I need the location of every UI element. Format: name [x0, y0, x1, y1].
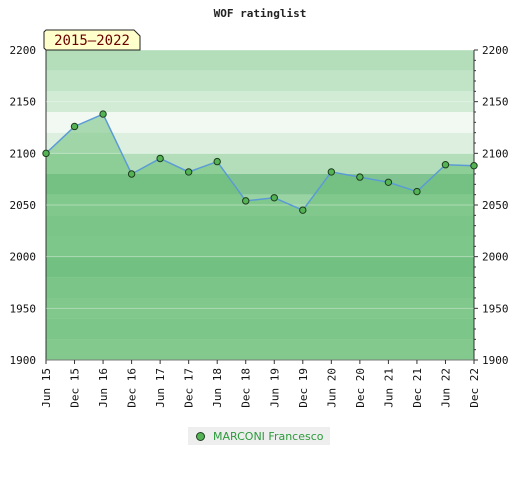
y-tick-label-left: 2150: [10, 96, 37, 109]
y-tick-label-left: 1900: [10, 354, 37, 367]
data-point: [327, 168, 336, 176]
x-tick-label: Jun 18: [211, 368, 224, 408]
background-band: [46, 91, 474, 112]
legend-marker-icon: [196, 431, 205, 441]
x-axis-labels: Jun 15 Dec 15 Jun 16 Dec 16 Jun 17 Dec 17 Jun …: [40, 360, 481, 408]
x-tick-label: Dec 21: [411, 368, 424, 408]
x-tick-label: Dec 18: [240, 368, 253, 408]
data-point: [213, 157, 221, 166]
x-tick-label: Jun 15: [40, 368, 53, 408]
data-point: [42, 149, 50, 158]
period-badge-shape: [43, 29, 141, 51]
y-tick-label-left: 2000: [10, 251, 37, 264]
x-tick-label: Jun 19: [268, 368, 281, 408]
data-point: [384, 178, 393, 186]
y-tick-label-left: 2050: [10, 199, 37, 212]
data-point: [184, 168, 193, 176]
data-point: [242, 197, 250, 205]
y-tick-label-right: 1950: [482, 302, 509, 315]
data-point: [413, 187, 421, 196]
data-point: [270, 194, 278, 202]
x-tick-label: Dec 17: [183, 368, 196, 408]
legend: MARCONI Francesco: [188, 427, 330, 445]
y-tick-label-right: 2000: [482, 251, 509, 264]
x-tick-label: Dec 16: [126, 368, 139, 408]
series-area-fill: [46, 114, 474, 360]
series-points: [42, 110, 478, 214]
y-tick-label-right: 1900: [482, 354, 509, 367]
background-band: [46, 50, 474, 71]
x-tick-label: Jun 22: [439, 368, 452, 408]
x-tick-label: Jun 16: [97, 368, 110, 408]
y-tick-label-right: 2200: [482, 44, 509, 57]
chart-title: WOF ratinglist: [214, 7, 307, 20]
x-tick-label: Jun 17: [154, 368, 167, 408]
data-point: [356, 173, 364, 181]
data-point: [156, 154, 164, 163]
y-tick-label-right: 2050: [482, 199, 509, 212]
data-point: [299, 206, 307, 214]
x-tick-label: Dec 19: [297, 368, 310, 408]
series-line: [45, 113, 475, 212]
background-band: [46, 70, 474, 92]
legend-series-label: MARCONI Francesco: [213, 429, 324, 443]
y-tick-label-left: 2200: [10, 44, 37, 57]
x-tick-label: Dec 15: [69, 368, 82, 408]
period-badge-text: 2015–2022: [54, 33, 130, 49]
series-area: [46, 114, 474, 360]
y-axis-right-labels: 1900 1950 2000 2050 2100 2150 2200: [482, 44, 509, 367]
x-tick-label: Dec 20: [354, 368, 367, 408]
background-band: [46, 112, 474, 133]
data-point: [470, 162, 478, 170]
data-point: [99, 110, 107, 118]
background-band: [46, 132, 474, 154]
axes: [45, 49, 478, 361]
y-tick-label-right: 2150: [482, 96, 509, 109]
data-point: [127, 170, 136, 178]
x-tick-label: Jun 21: [382, 368, 395, 408]
series-line-group: [45, 113, 475, 212]
x-tick-label: Jun 20: [325, 368, 338, 408]
data-point: [441, 161, 450, 169]
y-axis-left-labels: 1900 1950 2000 2050 2100 2150 2200: [10, 44, 37, 367]
y-tick-label-left: 1950: [10, 302, 37, 315]
y-tick-label-right: 2100: [482, 147, 509, 160]
period-badge: 2015–2022: [43, 29, 141, 51]
data-point: [70, 122, 79, 131]
x-tick-label: Dec 22: [468, 368, 481, 408]
y-tick-label-left: 2100: [10, 147, 37, 160]
